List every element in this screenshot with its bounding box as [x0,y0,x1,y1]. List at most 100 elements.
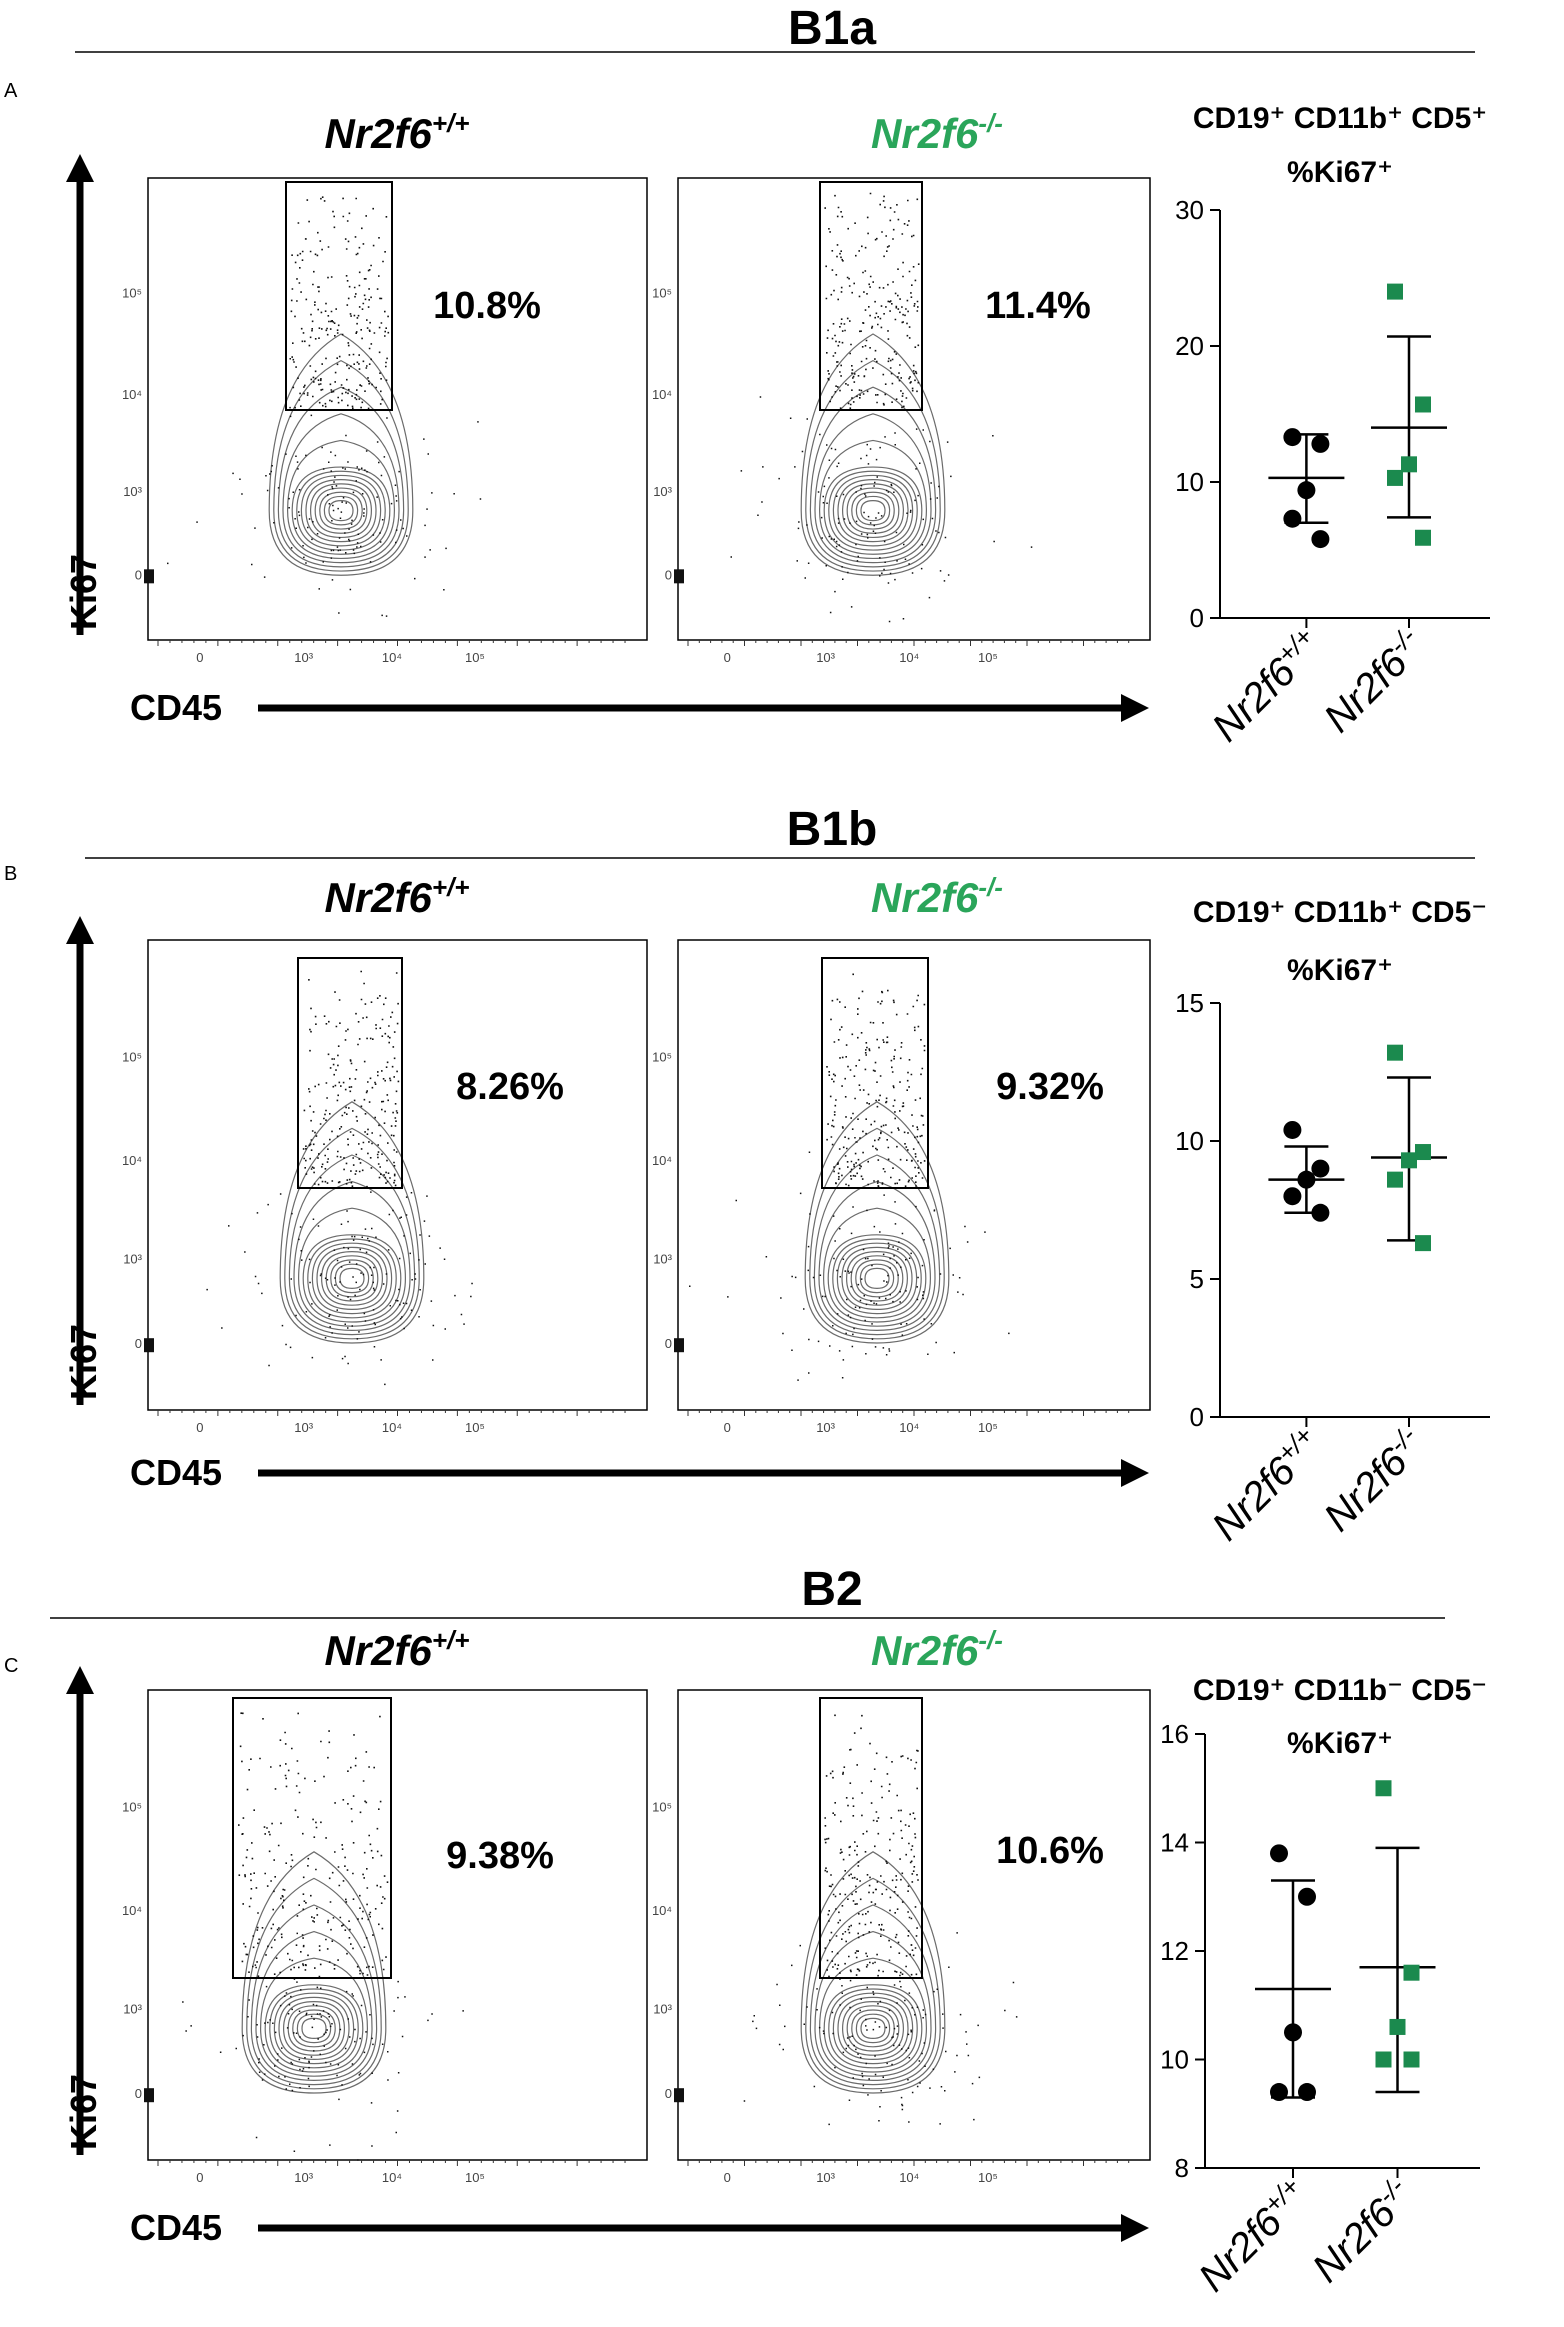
flow-xtick: 10³ [294,2170,313,2185]
density-contour [300,474,382,547]
panel-label: C [4,1655,18,1677]
density-contour [855,2013,891,2044]
genotype-label-wt: Nr2f6+/+ [325,108,470,157]
density-contour [804,1101,950,1344]
density-contour [828,1988,918,2069]
density-contour [827,1234,927,1323]
axis-event-pileup [674,569,684,584]
scatter-chart: CD19⁺ CD11b⁺ CD5⁻ %Ki67⁺ 0 5 10 15 Nr2f6+/+Nr2… [1175,896,1490,1549]
density-contour [325,1255,379,1302]
data-point-ko [1401,456,1417,473]
scatter-category-label: Nr2f6+/+ [1202,621,1331,750]
scatter-ytick-label: 14 [1160,1828,1189,1858]
panel-title: B1a [788,2,876,55]
flow-xtick: 0 [196,2170,203,2185]
panel-label: B [4,863,17,885]
scatter-ytick-label: 10 [1175,467,1204,497]
scatter-chart: CD19⁺ CD11b⁺ CD5⁺ %Ki67⁺ 0 10 20 30 Nr2f6+/+Nr… [1175,102,1490,750]
density-contour [305,479,377,543]
flow-plot-ko: 0 10³ 10⁴ 10⁵ 0 10³ 10⁴ 10⁵ 11.4% [652,177,1151,665]
flow-ytick: 10³ [123,484,142,499]
density-contour [837,479,909,543]
data-point-ko [1415,1144,1431,1161]
density-contour [259,1957,369,2077]
data-point-wt [1298,1887,1316,1906]
flow-xtick: 10³ [294,1420,313,1435]
density-contour [832,1992,914,2065]
flow-xtick: 0 [724,2170,731,2185]
density-contour [809,1127,945,1340]
ki67-axis-label: Ki67 [63,554,104,630]
data-point-wt [1298,2083,1316,2102]
density-contour [311,1242,393,1315]
flow-xtick: 10³ [816,650,835,665]
density-contour [855,495,891,526]
flow-ytick: 0 [135,1336,142,1351]
density-contour [246,1877,382,2090]
flow-xtick: 10⁵ [978,650,998,665]
scatter-ytick-label: 10 [1160,2045,1189,2075]
genotype-name: Nr2f6 [325,874,433,921]
density-contour [273,359,409,572]
flow-xtick: 10³ [294,650,313,665]
flow-ytick: 0 [665,1336,672,1351]
cd45-axis-label: CD45 [130,1452,222,1493]
panel-label: A [4,80,18,102]
flow-xtick: 10⁴ [382,650,402,665]
density-contour [855,1259,899,1298]
flow-ytick: 10³ [123,2002,142,2017]
scatter-ytick-label: 12 [1160,1936,1189,1966]
flow-xtick: 10⁴ [899,650,919,665]
data-point-ko [1403,1964,1420,1981]
density-contour [809,1904,937,2086]
density-contour [846,2005,900,2052]
data-point-wt [1283,1187,1302,1206]
scatter-category-label: Nr2f6+/+ [1202,1420,1331,1549]
scatter-title: %Ki67⁺ [1287,1727,1393,1760]
data-point-ko [1401,1152,1417,1169]
genotype-superscript: +/+ [432,108,470,138]
density-contour [255,1930,373,2082]
flow-xtick: 0 [724,650,731,665]
data-point-ko [1415,396,1431,413]
density-contour [293,1180,411,1332]
flow-xtick: 0 [724,1420,731,1435]
flow-xtick: 10³ [816,1420,835,1435]
data-point-ko [1375,1780,1392,1797]
data-point-wt [1297,1170,1316,1189]
flow-xtick: 10⁵ [465,1420,485,1435]
density-contour [320,1250,384,1306]
panel-title: B1b [787,803,878,856]
data-point-wt [1270,2083,1288,2102]
density-contour [330,1259,374,1298]
axis-event-pileup [674,2088,684,2103]
flow-ytick: 10⁵ [122,1800,142,1815]
density-contour [860,2017,886,2040]
gate-percent: 9.38% [446,1835,554,1877]
flow-xtick: 10⁵ [978,2170,998,2185]
data-point-wt [1311,434,1330,453]
scatter-ytick-label: 8 [1175,2153,1189,2183]
scatter-ytick-label: 5 [1190,1264,1204,1294]
genotype-superscript: -/- [978,1625,1003,1655]
flow-xtick: 10³ [816,2170,835,2185]
scatter-title: CD19⁺ CD11b⁺ CD5⁻ [1193,896,1487,929]
flow-plot-frame [147,177,648,641]
genotype-label-ko: Nr2f6-/- [871,872,1003,921]
flow-ytick: 10⁵ [652,1800,672,1815]
scatter-category-label: Nr2f6+/+ [1188,2171,1317,2300]
density-contour [241,1851,387,2094]
data-point-ko [1387,283,1403,300]
density-contour [273,1992,355,2065]
scatter-ytick-label: 10 [1175,1126,1204,1156]
flow-ytick: 10⁴ [122,1903,142,1918]
density-contour [823,1984,923,2073]
density-contour [860,500,886,522]
flow-ytick: 10⁴ [122,1153,142,1168]
flow-ytick: 10⁵ [652,286,672,301]
ki67-gate [297,957,403,1189]
data-point-ko [1415,1235,1431,1252]
flow-xtick: 10⁵ [465,650,485,665]
flow-ytick: 10⁵ [122,286,142,301]
